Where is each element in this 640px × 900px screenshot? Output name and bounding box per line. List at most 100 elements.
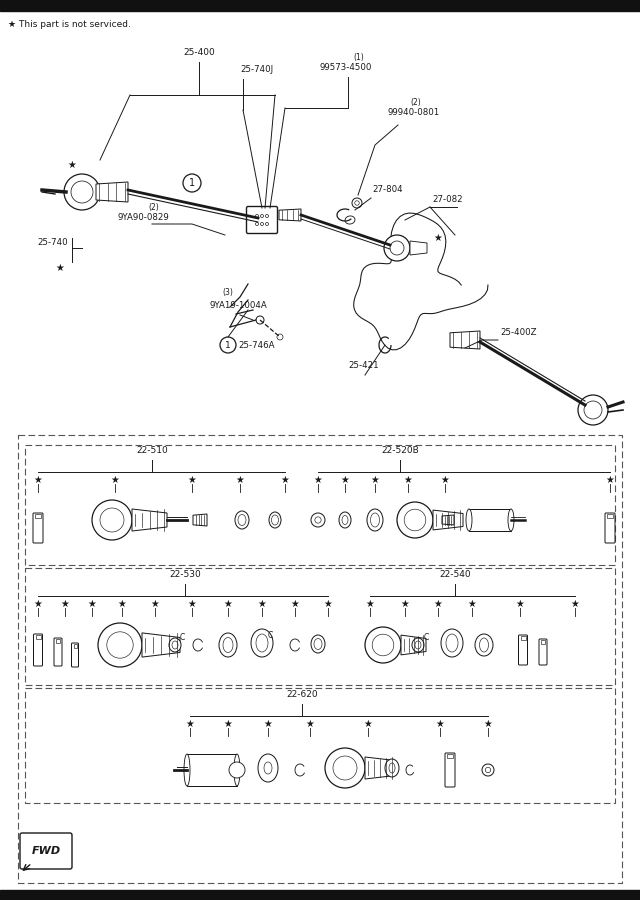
Ellipse shape bbox=[169, 638, 181, 652]
Text: (1): (1) bbox=[353, 53, 364, 62]
Text: ★: ★ bbox=[111, 475, 120, 485]
Ellipse shape bbox=[223, 637, 233, 652]
FancyBboxPatch shape bbox=[605, 513, 615, 543]
Ellipse shape bbox=[172, 641, 178, 649]
Circle shape bbox=[107, 632, 133, 658]
Bar bbox=[74, 644, 77, 648]
Text: ★: ★ bbox=[571, 599, 579, 609]
Text: ★ This part is not serviced.: ★ This part is not serviced. bbox=[8, 20, 131, 29]
FancyBboxPatch shape bbox=[20, 833, 72, 869]
Text: (2): (2) bbox=[410, 98, 420, 107]
Circle shape bbox=[384, 235, 410, 261]
Circle shape bbox=[311, 513, 325, 527]
Text: ★: ★ bbox=[440, 475, 449, 485]
Polygon shape bbox=[96, 182, 128, 202]
Bar bbox=[469, 509, 511, 531]
Text: 25-740J: 25-740J bbox=[240, 65, 273, 74]
Text: ★: ★ bbox=[280, 475, 289, 485]
Text: ★: ★ bbox=[434, 233, 442, 243]
Text: ★: ★ bbox=[68, 160, 76, 170]
Ellipse shape bbox=[271, 515, 278, 525]
Text: ★: ★ bbox=[236, 475, 244, 485]
Text: ★: ★ bbox=[118, 599, 126, 609]
Bar bbox=[25, 568, 615, 685]
Polygon shape bbox=[442, 515, 454, 525]
Text: 99940-0801: 99940-0801 bbox=[388, 108, 440, 117]
Text: ★: ★ bbox=[314, 475, 323, 485]
Circle shape bbox=[64, 174, 100, 210]
Ellipse shape bbox=[367, 509, 383, 531]
Bar bbox=[25, 688, 615, 803]
Circle shape bbox=[315, 517, 321, 523]
Circle shape bbox=[92, 500, 132, 540]
Text: 25-740: 25-740 bbox=[37, 238, 68, 247]
Text: ★: ★ bbox=[371, 475, 380, 485]
Text: ★: ★ bbox=[186, 719, 195, 729]
Text: ★: ★ bbox=[605, 475, 614, 485]
Polygon shape bbox=[410, 241, 427, 255]
Text: ★: ★ bbox=[291, 599, 300, 609]
FancyBboxPatch shape bbox=[539, 639, 547, 665]
FancyBboxPatch shape bbox=[445, 753, 455, 787]
FancyBboxPatch shape bbox=[54, 638, 62, 666]
Circle shape bbox=[255, 222, 259, 226]
Polygon shape bbox=[279, 209, 301, 221]
Text: C: C bbox=[424, 633, 429, 642]
Text: ★: ★ bbox=[364, 719, 372, 729]
Bar bbox=[541, 640, 545, 644]
Text: ★: ★ bbox=[223, 719, 232, 729]
Text: ★: ★ bbox=[88, 599, 97, 609]
Bar bbox=[35, 635, 40, 639]
Polygon shape bbox=[401, 635, 426, 655]
Circle shape bbox=[365, 627, 401, 663]
FancyBboxPatch shape bbox=[33, 513, 43, 543]
Ellipse shape bbox=[508, 509, 514, 531]
Circle shape bbox=[260, 214, 264, 218]
Circle shape bbox=[266, 214, 269, 218]
Circle shape bbox=[333, 756, 357, 780]
Text: ★: ★ bbox=[223, 599, 232, 609]
Text: ★: ★ bbox=[34, 475, 42, 485]
FancyBboxPatch shape bbox=[246, 206, 278, 233]
Bar bbox=[18, 435, 622, 883]
Text: (2): (2) bbox=[148, 203, 159, 212]
Ellipse shape bbox=[311, 635, 325, 653]
Text: 22-520B: 22-520B bbox=[381, 446, 419, 455]
Text: ★: ★ bbox=[365, 599, 374, 609]
Bar bbox=[520, 636, 525, 640]
Circle shape bbox=[352, 198, 362, 208]
Text: ★: ★ bbox=[306, 719, 314, 729]
Circle shape bbox=[260, 222, 264, 226]
Circle shape bbox=[256, 316, 264, 324]
Text: ★: ★ bbox=[264, 719, 273, 729]
FancyBboxPatch shape bbox=[72, 643, 79, 667]
Ellipse shape bbox=[389, 763, 395, 773]
Circle shape bbox=[255, 214, 259, 218]
Text: 27-082: 27-082 bbox=[432, 195, 463, 204]
Circle shape bbox=[584, 401, 602, 419]
Ellipse shape bbox=[251, 629, 273, 657]
Ellipse shape bbox=[441, 629, 463, 657]
Text: ★: ★ bbox=[188, 475, 196, 485]
Text: ★: ★ bbox=[56, 263, 65, 273]
Text: ★: ★ bbox=[258, 599, 266, 609]
Ellipse shape bbox=[219, 633, 237, 657]
Text: 25-400: 25-400 bbox=[183, 48, 215, 57]
Bar bbox=[56, 639, 60, 643]
Text: 9YA19-1004A: 9YA19-1004A bbox=[210, 301, 268, 310]
Text: 22-530: 22-530 bbox=[169, 570, 201, 579]
Text: ★: ★ bbox=[484, 719, 492, 729]
Ellipse shape bbox=[446, 634, 458, 652]
Text: ★: ★ bbox=[34, 599, 42, 609]
Polygon shape bbox=[132, 509, 167, 531]
Text: 22-540: 22-540 bbox=[439, 570, 471, 579]
Text: ★: ★ bbox=[324, 599, 332, 609]
Text: 25-746A: 25-746A bbox=[238, 340, 275, 349]
Ellipse shape bbox=[466, 509, 472, 531]
Text: ★: ★ bbox=[404, 475, 412, 485]
Bar bbox=[25, 445, 615, 565]
Circle shape bbox=[229, 762, 245, 778]
Bar bbox=[607, 514, 613, 518]
Text: ★: ★ bbox=[434, 599, 442, 609]
Ellipse shape bbox=[479, 638, 488, 652]
